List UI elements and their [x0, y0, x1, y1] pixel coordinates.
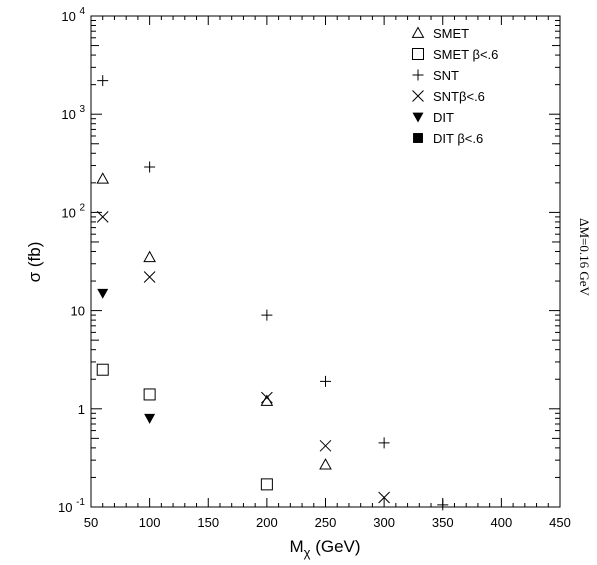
- data-point: [320, 375, 331, 387]
- legend-label: SNT: [433, 68, 459, 83]
- axis-ticks: [90, 15, 561, 508]
- data-point: [143, 250, 156, 263]
- data-point: [96, 172, 110, 184]
- y-tick-label: 10 -1: [58, 497, 85, 515]
- data-point: [143, 271, 156, 283]
- plot-frame: [90, 15, 561, 508]
- y-tick-label: 10 3: [61, 104, 85, 122]
- x-tick-label: 300: [373, 515, 395, 530]
- legend-marker: [413, 133, 423, 143]
- x-tick-label: 50: [84, 515, 98, 530]
- legend-label: SNTβ<.6: [433, 89, 485, 104]
- legend: SMET SMET β<.6 SNT SNTβ<.6 DIT DIT β<.6: [411, 26, 498, 146]
- data-point: [261, 391, 273, 404]
- x-tick-label: 450: [549, 515, 571, 530]
- data-point: [97, 75, 109, 87]
- legend-marker: [412, 112, 424, 123]
- legend-marker: [411, 26, 425, 38]
- data-point: [143, 388, 156, 401]
- data-markers: [96, 75, 449, 511]
- y-tick-label: 10 4: [61, 6, 85, 24]
- data-point: [437, 499, 449, 511]
- data-point: [144, 161, 156, 173]
- y-tick-label: 10 2: [61, 202, 85, 220]
- legend-label: SMET β<.6: [433, 47, 498, 62]
- x-tick-label: 400: [491, 515, 513, 530]
- legend-label: DIT β<.6: [433, 131, 483, 146]
- y-axis-title: σ (fb): [25, 242, 44, 283]
- legend-marker: [412, 48, 424, 60]
- data-point: [319, 439, 332, 452]
- y-tick-label: 10: [71, 304, 85, 319]
- x-tick-label: 100: [139, 515, 161, 530]
- x-axis-title: Mχ (GeV): [289, 537, 360, 560]
- data-point: [261, 309, 273, 321]
- x-tick-label: 200: [256, 515, 278, 530]
- data-point: [96, 363, 109, 376]
- data-point: [96, 211, 109, 223]
- x-tick-label: 150: [197, 515, 219, 530]
- legend-marker: [412, 90, 424, 102]
- x-tick-label: 350: [432, 515, 454, 530]
- data-point: [319, 458, 332, 470]
- x-tick-label: 250: [315, 515, 337, 530]
- legend-label: SMET: [433, 26, 469, 41]
- data-point: [378, 437, 390, 449]
- side-annotation: ΔM=0.16 GeV: [577, 218, 592, 296]
- legend-label: DIT: [433, 110, 454, 125]
- y-tick-label: 1: [78, 402, 85, 417]
- data-point: [144, 413, 156, 424]
- data-point: [97, 288, 109, 299]
- data-point: [378, 491, 390, 504]
- tick-labels: 50 100 150 200 250 300 350 400 450 10 4 10 3 10 2 10…: [58, 6, 571, 530]
- data-point: [260, 478, 273, 491]
- legend-marker: [412, 69, 424, 81]
